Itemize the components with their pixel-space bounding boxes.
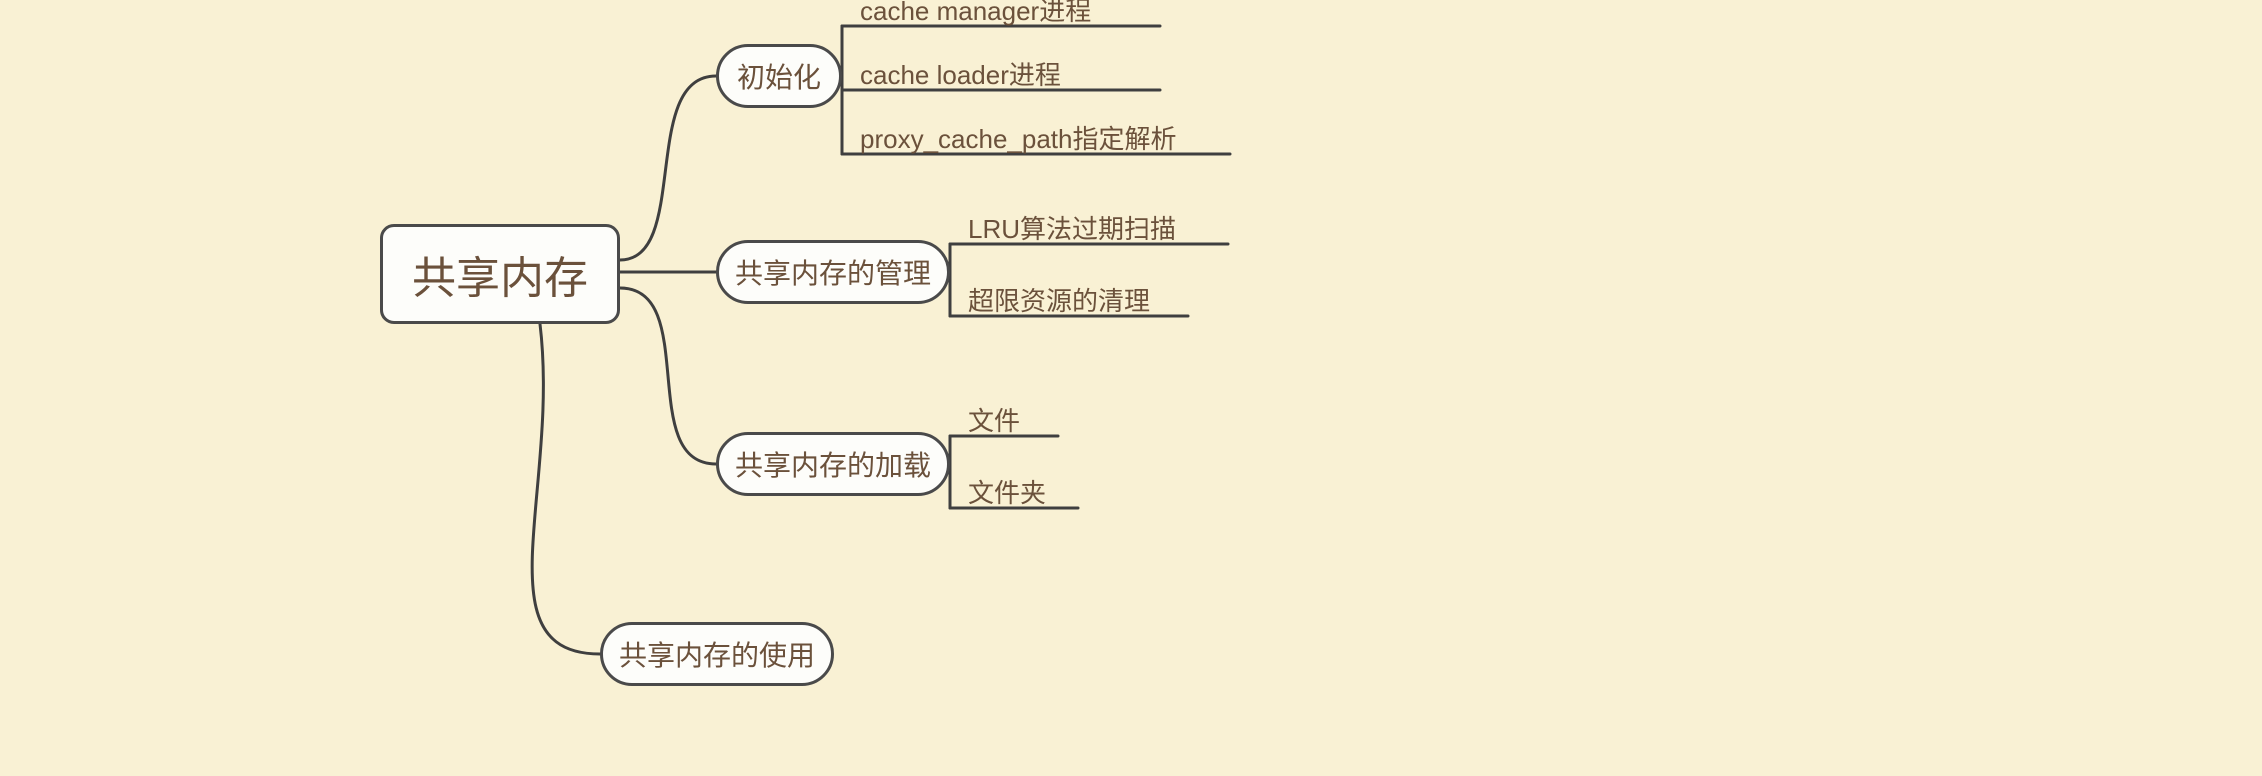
leaf-label-text-b0-2: proxy_cache_path指定解析: [860, 119, 1176, 156]
root-node: 共享内存: [380, 224, 620, 324]
root-label: 共享内存: [412, 242, 588, 306]
leaf-b2-0: 文件: [968, 402, 1020, 436]
branch-label-b0: 初始化: [737, 56, 821, 96]
branch-node-b1: 共享内存的管理: [716, 240, 950, 304]
leaf-label-text-b2-1: 文件夹: [968, 473, 1046, 510]
leaf-b1-0: LRU算法过期扫描: [968, 210, 1176, 244]
leaf-label-text-b2-0: 文件: [968, 401, 1020, 438]
branch-node-b3: 共享内存的使用: [600, 622, 834, 686]
leaf-b0-1: cache loader进程: [860, 56, 1061, 90]
leaf-label-text-b0-1: cache loader进程: [860, 55, 1061, 92]
mindmap-svg: [0, 0, 2262, 776]
branch-node-b2: 共享内存的加载: [716, 432, 950, 496]
leaf-b1-1: 超限资源的清理: [968, 282, 1150, 316]
leaf-label-text-b1-0: LRU算法过期扫描: [968, 209, 1176, 246]
branch-label-b3: 共享内存的使用: [619, 634, 815, 674]
branch-label-b2: 共享内存的加载: [735, 444, 931, 484]
leaf-b2-1: 文件夹: [968, 474, 1046, 508]
leaf-label-text-b1-1: 超限资源的清理: [968, 281, 1150, 318]
leaf-b0-0: cache manager进程: [860, 0, 1091, 26]
branch-node-b0: 初始化: [716, 44, 842, 108]
leaf-b0-2: proxy_cache_path指定解析: [860, 120, 1176, 154]
edge-root-b3: [532, 324, 600, 654]
edge-root-b2: [620, 288, 716, 464]
leaf-label-text-b0-0: cache manager进程: [860, 0, 1091, 28]
edge-root-b0: [620, 76, 716, 260]
branch-label-b1: 共享内存的管理: [735, 252, 931, 292]
